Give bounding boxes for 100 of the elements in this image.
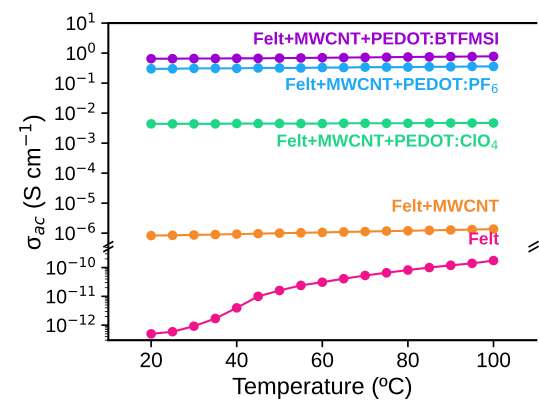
- point: [424, 225, 434, 236]
- point: [446, 62, 456, 72]
- point: [488, 118, 498, 128]
- point: [317, 118, 328, 128]
- point: [210, 118, 220, 129]
- y-tick-label: 10$^{−2}$: [55, 102, 94, 120]
- x-tick-label: 80: [397, 352, 419, 368]
- point: [189, 63, 199, 74]
- point: [168, 230, 178, 240]
- y-tick-label: 10$^{1}$: [66, 12, 95, 30]
- point: [296, 63, 306, 73]
- point: [338, 62, 349, 72]
- x-tick-label: 100: [478, 352, 510, 368]
- y-tick-label: 10$^{0}$: [66, 42, 95, 60]
- y-tick-label: 10$^{−5}$: [55, 192, 95, 210]
- point: [446, 52, 456, 62]
- point: [253, 63, 263, 73]
- point: [446, 118, 456, 128]
- point: [253, 228, 263, 239]
- point: [403, 52, 413, 62]
- point: [146, 230, 156, 240]
- point: [296, 53, 306, 63]
- point: [146, 328, 156, 339]
- point: [403, 62, 413, 72]
- point: [146, 54, 156, 64]
- point: [360, 270, 370, 280]
- point: [232, 53, 242, 64]
- y-tick-label: 10$^{−10}$: [46, 256, 96, 275]
- point: [210, 54, 220, 64]
- point: [382, 62, 392, 72]
- point: [382, 268, 392, 278]
- point: [296, 118, 306, 128]
- point: [146, 118, 156, 129]
- series-label: Felt: [469, 232, 499, 245]
- point: [232, 229, 242, 239]
- point: [232, 118, 242, 128]
- point: [424, 262, 434, 272]
- point: [253, 118, 263, 128]
- point: [382, 52, 392, 62]
- point: [253, 291, 263, 302]
- point: [232, 63, 242, 74]
- point: [168, 118, 178, 129]
- y-tick-label: 10$^{−4}$: [55, 162, 96, 180]
- y-tick-label: 10$^{−11}$: [46, 286, 95, 304]
- y-axis-title: σ$_{ac}$ (S cm$^{−1}$): [19, 116, 46, 250]
- point: [488, 51, 498, 62]
- point: [467, 118, 477, 128]
- point: [488, 256, 498, 266]
- series-label: Felt+MWCNT: [392, 199, 499, 212]
- x-tick-label: 60: [312, 352, 334, 368]
- point: [403, 226, 413, 236]
- point: [382, 226, 392, 236]
- point: [360, 52, 370, 62]
- point: [446, 225, 456, 235]
- point: [424, 52, 434, 62]
- point: [189, 54, 199, 64]
- point: [296, 228, 306, 238]
- point: [253, 53, 263, 64]
- point: [274, 63, 284, 73]
- x-axis-title: Temperature (ºC): [232, 376, 412, 399]
- point: [274, 53, 284, 63]
- point: [360, 226, 370, 236]
- series-label: Felt+MWCNT+PEDOT:ClO$_{4}$: [278, 134, 498, 150]
- y-tick-label: 10$^{−6}$: [55, 222, 95, 240]
- point: [189, 118, 199, 129]
- point: [424, 118, 434, 128]
- point: [446, 260, 456, 270]
- point: [317, 277, 328, 288]
- point: [338, 227, 349, 237]
- point: [232, 302, 242, 313]
- point: [317, 62, 328, 72]
- point: [189, 230, 199, 240]
- point: [467, 62, 477, 72]
- series-label: Felt+MWCNT+PEDOT:PF$_{6}$: [286, 77, 498, 94]
- point: [274, 118, 284, 128]
- point: [189, 321, 199, 332]
- point: [274, 228, 284, 238]
- point: [210, 314, 220, 324]
- point: [210, 63, 220, 74]
- y-tick-label: 10$^{−12}$: [46, 314, 95, 332]
- point: [467, 258, 477, 268]
- point: [488, 62, 498, 72]
- point: [168, 64, 178, 74]
- point: [168, 54, 178, 64]
- point: [382, 118, 392, 128]
- y-tick-label: 10$^{−3}$: [55, 132, 95, 150]
- point: [338, 274, 349, 284]
- point: [338, 118, 349, 128]
- point: [317, 228, 328, 238]
- point: [317, 52, 328, 63]
- point: [360, 118, 370, 128]
- series-label: Felt+MWCNT+PEDOT:BTFMSI: [254, 32, 498, 45]
- point: [467, 52, 477, 62]
- point: [338, 52, 349, 62]
- point: [424, 62, 434, 72]
- point: [403, 265, 413, 275]
- point: [146, 64, 156, 74]
- point: [210, 230, 220, 240]
- y-tick-label: 10$^{−1}$: [55, 72, 95, 90]
- x-tick-label: 40: [226, 352, 248, 368]
